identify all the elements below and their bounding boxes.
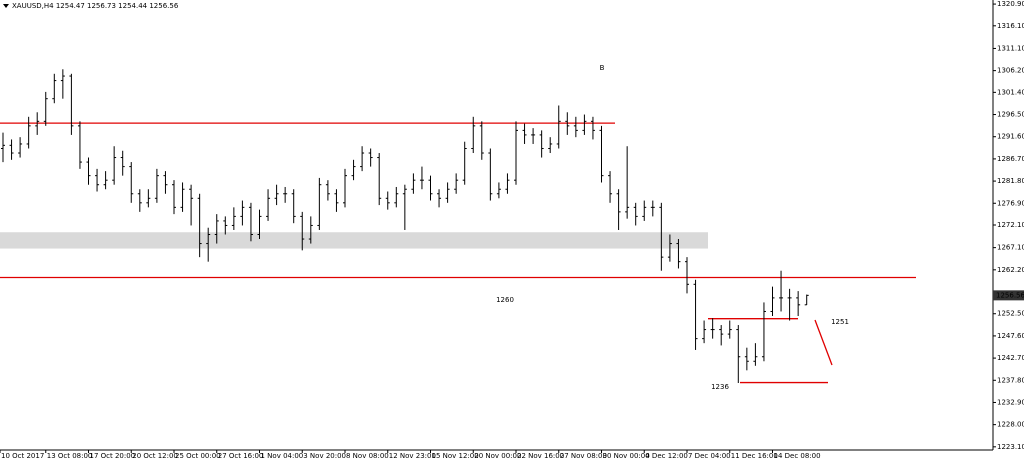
y-tick-label: 1276.90 xyxy=(997,199,1024,207)
x-tick-label: 14 Dec 08:00 xyxy=(774,452,821,460)
y-tick-label: 1291.60 xyxy=(997,133,1024,141)
chart-title: XAUUSD,H4 1254.47 1256.73 1254.44 1256.5… xyxy=(12,2,179,10)
y-tick-label: 1242.70 xyxy=(997,354,1024,362)
y-tick-label: 1247.60 xyxy=(997,332,1024,340)
y-tick-label: 1237.80 xyxy=(997,376,1024,384)
x-tick-label: 3 Nov 20:00 xyxy=(303,452,346,460)
y-tick-label: 1311.10 xyxy=(997,44,1024,52)
y-tick-label: 1228.00 xyxy=(997,421,1024,429)
x-tick-label: 30 Nov 00:00 xyxy=(603,452,650,460)
x-tick-label: 4 Dec 12:00 xyxy=(645,452,688,460)
y-tick-label: 1316.10 xyxy=(997,22,1024,30)
x-tick-label: 7 Dec 04:00 xyxy=(688,452,731,460)
y-tick-label: 1223.10 xyxy=(997,443,1024,451)
x-tick-label: 27 Oct 16:00 xyxy=(218,452,264,460)
price-label: 1256.56 xyxy=(996,291,1024,299)
y-tick-label: 1306.20 xyxy=(997,67,1024,75)
x-tick-label: 1 Nov 04:00 xyxy=(261,452,304,460)
y-tick-label: 1286.70 xyxy=(997,155,1024,163)
x-tick-label: 11 Dec 16:00 xyxy=(731,452,778,460)
x-tick-label: 20 Oct 12:00 xyxy=(132,452,178,460)
annotation: 1251 xyxy=(831,318,849,326)
x-tick-label: 12 Nov 23:00 xyxy=(389,452,436,460)
x-tick-label: 20 Nov 00:00 xyxy=(474,452,521,460)
y-tick-label: 1252.50 xyxy=(997,310,1024,318)
menu-arrow xyxy=(3,4,9,8)
trend-line xyxy=(814,319,833,366)
x-tick-label: 22 Nov 16:00 xyxy=(517,452,564,460)
annotation: 1236 xyxy=(711,383,729,391)
x-tick-label: 25 Oct 00:00 xyxy=(175,452,221,460)
y-tick-label: 1281.80 xyxy=(997,177,1024,185)
x-tick-label: 13 Oct 08:00 xyxy=(47,452,93,460)
y-tick-label: 1232.90 xyxy=(997,398,1024,406)
x-tick-label: 8 Nov 08:00 xyxy=(346,452,389,460)
x-tick-label: 10 Oct 2017 xyxy=(1,452,44,460)
annotation: 1260 xyxy=(496,296,514,304)
support-zone xyxy=(0,232,708,249)
price-label-box xyxy=(993,290,1024,301)
x-tick-label: 15 Nov 12:00 xyxy=(432,452,479,460)
x-tick-label: 27 Nov 08:00 xyxy=(560,452,607,460)
y-tick-label: 1296.50 xyxy=(997,111,1024,119)
x-tick-label: 17 Oct 20:00 xyxy=(90,452,136,460)
annotation: B xyxy=(600,64,605,72)
y-tick-label: 1301.40 xyxy=(997,88,1024,96)
y-tick-label: 1262.20 xyxy=(997,266,1024,274)
y-tick-label: 1272.10 xyxy=(997,221,1024,229)
y-tick-label: 1320.90 xyxy=(997,0,1024,8)
y-tick-label: 1267.10 xyxy=(997,244,1024,252)
